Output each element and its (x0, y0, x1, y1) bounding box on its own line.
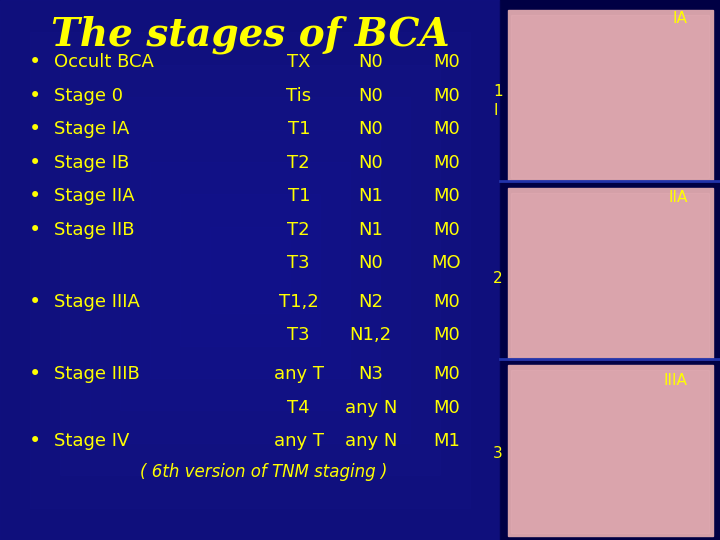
Text: M0: M0 (433, 220, 460, 239)
Bar (210, 227, 290, 313)
Text: IIIA: IIIA (664, 373, 688, 388)
Text: •: • (28, 292, 41, 312)
Text: M0: M0 (433, 153, 460, 172)
Text: M0: M0 (433, 399, 460, 417)
Bar (30, 32, 470, 508)
Text: Stage 0: Stage 0 (54, 86, 123, 105)
Text: N0: N0 (359, 120, 383, 138)
Bar (0, 0, 500, 540)
Text: T1: T1 (287, 187, 310, 205)
Text: any T: any T (274, 432, 324, 450)
Text: T4: T4 (287, 399, 310, 417)
Text: •: • (28, 85, 41, 106)
Bar (0, 0, 500, 540)
Bar (90, 97, 410, 443)
Bar (150, 162, 350, 378)
Bar (60, 65, 441, 475)
Text: M0: M0 (433, 293, 460, 311)
Text: T2: T2 (287, 153, 310, 172)
Text: •: • (28, 52, 41, 72)
Text: N3: N3 (359, 365, 383, 383)
Text: M0: M0 (433, 365, 460, 383)
Text: Stage IB: Stage IB (54, 153, 130, 172)
Text: •: • (28, 152, 41, 173)
Text: T3: T3 (287, 326, 310, 345)
Bar (500, 0, 720, 540)
Text: M0: M0 (433, 120, 460, 138)
Bar (511, 15, 709, 178)
Text: •: • (28, 364, 41, 384)
Bar (120, 130, 380, 410)
Text: Tis: Tis (287, 86, 311, 105)
Text: N1: N1 (359, 187, 383, 205)
Text: N0: N0 (359, 153, 383, 172)
Text: •: • (28, 431, 41, 451)
Text: The stages of BCA: The stages of BCA (51, 16, 449, 55)
Text: N0: N0 (359, 86, 383, 105)
Text: •: • (28, 219, 41, 240)
Text: ( 6th version of TNM staging ): ( 6th version of TNM staging ) (140, 463, 388, 481)
Text: 2: 2 (493, 271, 503, 286)
Text: T1: T1 (287, 120, 310, 138)
Text: M0: M0 (433, 187, 460, 205)
Text: T3: T3 (287, 254, 310, 272)
Text: N1,2: N1,2 (350, 326, 392, 345)
Text: any N: any N (345, 399, 397, 417)
Text: any N: any N (345, 432, 397, 450)
Text: N0: N0 (359, 254, 383, 272)
Text: •: • (28, 119, 41, 139)
Bar (508, 365, 713, 536)
Text: MO: MO (431, 254, 462, 272)
Text: Stage IIA: Stage IIA (54, 187, 135, 205)
Text: Stage IIIA: Stage IIIA (54, 293, 140, 311)
Bar (511, 370, 709, 533)
Text: Stage IIIB: Stage IIIB (54, 365, 140, 383)
Text: Stage IA: Stage IA (54, 120, 130, 138)
Text: Stage IV: Stage IV (54, 432, 130, 450)
Text: 3: 3 (493, 446, 503, 461)
Text: T1,2: T1,2 (279, 293, 319, 311)
Text: 1: 1 (493, 84, 503, 99)
Text: any T: any T (274, 365, 324, 383)
Text: M0: M0 (433, 86, 460, 105)
Text: M0: M0 (433, 53, 460, 71)
Bar (508, 188, 713, 359)
Bar (180, 194, 320, 346)
Text: IA: IA (672, 11, 688, 26)
Text: Stage IIB: Stage IIB (54, 220, 135, 239)
Text: •: • (28, 186, 41, 206)
Text: M0: M0 (433, 326, 460, 345)
Text: TX: TX (287, 53, 310, 71)
Text: IIA: IIA (668, 190, 688, 205)
Text: T2: T2 (287, 220, 310, 239)
Text: Occult BCA: Occult BCA (54, 53, 154, 71)
Text: N1: N1 (359, 220, 383, 239)
Text: N2: N2 (359, 293, 383, 311)
Text: N0: N0 (359, 53, 383, 71)
Text: I: I (493, 103, 498, 118)
Bar (511, 193, 709, 356)
Text: M1: M1 (433, 432, 460, 450)
Bar (508, 10, 713, 180)
